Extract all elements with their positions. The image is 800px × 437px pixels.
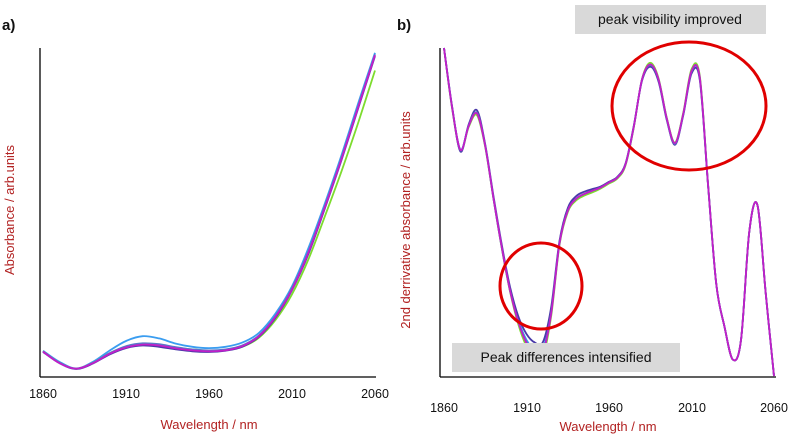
panel-a-series-group [42,52,376,370]
panel-b-series-line-5 [443,47,775,377]
panel-b-y-axis-title: 2nd derrivative absorbance / arb.units [398,111,413,329]
annotation-box-bottom [452,343,680,372]
panel-a-x-tick-label: 1860 [29,387,57,401]
panel-a-label: a) [2,17,15,34]
panel-a-series-line-2 [42,70,376,370]
panel-a: a) Absorbance / arb.units 1860 1910 1960… [2,17,389,432]
panel-a-x-axis-title: Wavelength / nm [160,417,257,432]
panel-b-x-tick-label: 1910 [513,401,541,415]
annotation-peak-visibility: peak visibility improved [598,11,742,27]
panel-b-x-tick-label: 2010 [678,401,706,415]
panel-b-label: b) [397,17,411,34]
panel-b-series-group [443,47,775,377]
panel-a-x-ticks: 1860 1910 1960 2010 2060 [29,387,389,401]
panel-a-x-tick-label: 1960 [195,387,223,401]
panel-a-x-tick-label: 1910 [112,387,140,401]
panel-a-y-axis-title: Absorbance / arb.units [2,144,17,275]
highlight-circle-minimum [498,241,584,331]
panel-b-x-tick-label: 1960 [595,401,623,415]
panel-a-series-line-5 [42,54,376,370]
highlight-circle-peaks [610,40,768,172]
panel-a-series-line-3 [42,55,376,370]
panel-b-x-tick-label: 1860 [430,401,458,415]
annotation-peak-differences: Peak differences intensified [481,349,652,365]
panel-b-x-tick-label: 2060 [760,401,788,415]
panel-b-x-ticks: 1860 1910 1960 2010 2060 [430,401,788,415]
panel-b: b) 2nd derrivative absorbance / arb.unit… [397,5,788,434]
annotation-box-top [575,5,766,34]
panel-a-x-tick-label: 2010 [278,387,306,401]
panel-a-series-line-4 [42,54,376,370]
panel-a-x-tick-label: 2060 [361,387,389,401]
panel-a-series-line-1 [42,52,376,370]
panel-b-x-axis-title: Wavelength / nm [559,419,656,434]
